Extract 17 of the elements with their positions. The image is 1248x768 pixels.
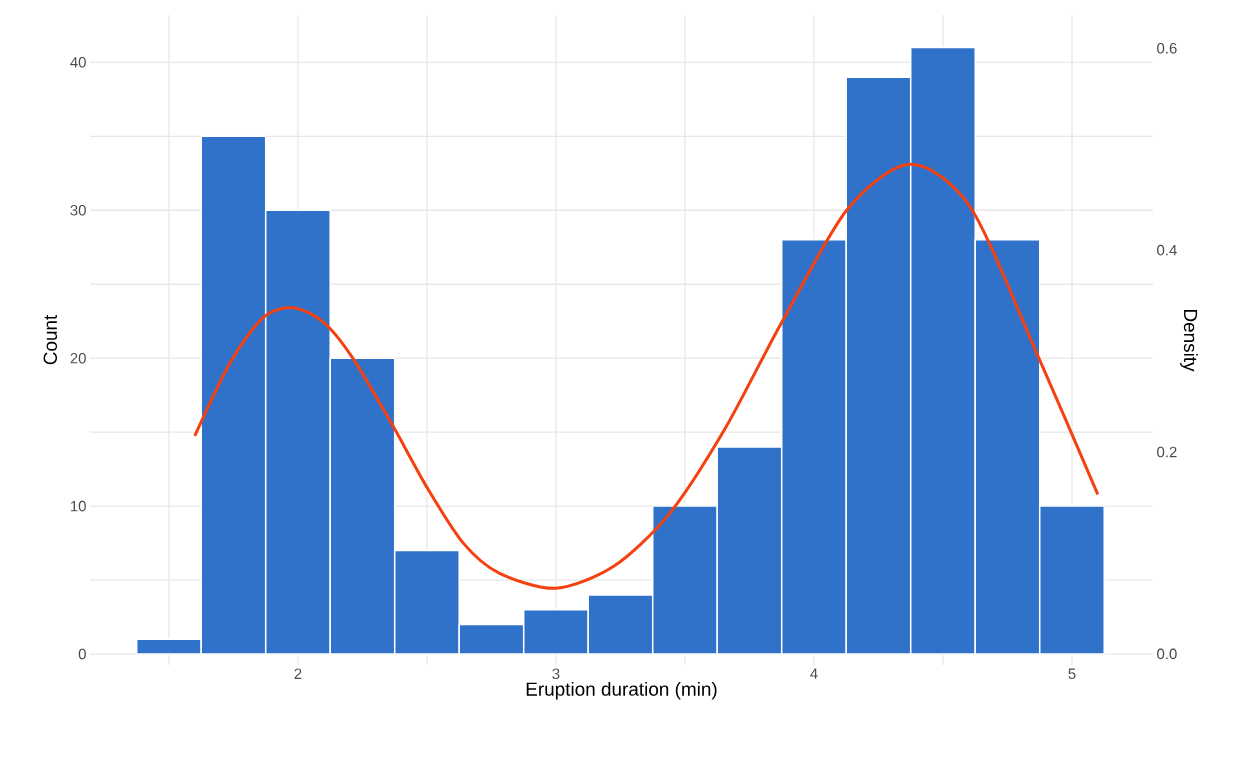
y-tick-label: 40 [70, 57, 86, 68]
y-tick-label: 30 [70, 204, 86, 216]
y2-axis-title: Density [1180, 309, 1198, 372]
y-tick-label: 20 [70, 352, 86, 364]
y2-tick-label: 0.0 [1157, 648, 1177, 660]
x-tick-label: 4 [810, 668, 818, 679]
y-tick-label: 0 [78, 648, 86, 660]
x-axis-title: Eruption duration (min) [526, 681, 717, 700]
x-tick-label: 3 [552, 668, 560, 680]
line-series [193, 162, 1100, 590]
y2-tick-label: 0.2 [1157, 446, 1177, 458]
x-tick-label: 5 [1068, 668, 1076, 679]
y-axis-title: Count [43, 314, 58, 365]
y-tick-label: 10 [71, 500, 86, 512]
y2-tick-label: 0.6 [1157, 43, 1177, 54]
x-tick-label: 2 [294, 668, 302, 679]
y2-tick-label: 0.4 [1157, 244, 1177, 256]
